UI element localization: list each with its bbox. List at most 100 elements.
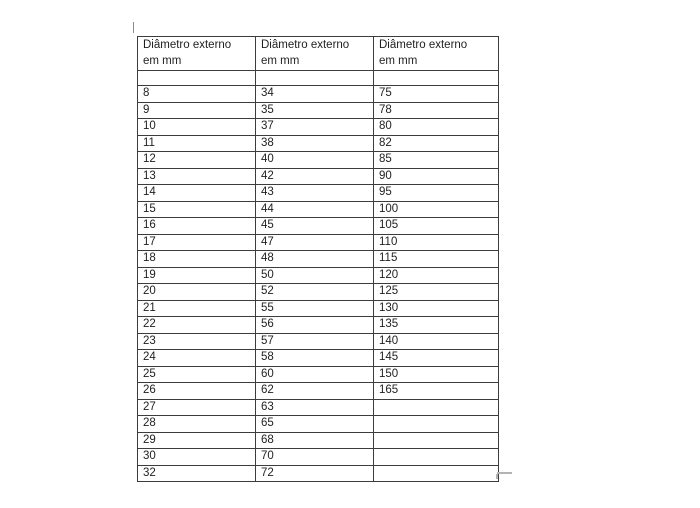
header-cell-3[interactable]: Diâmetro externo em mm (373, 36, 499, 71)
table-cell[interactable]: 37 (255, 118, 374, 136)
table-cell[interactable]: 82 (373, 134, 499, 152)
table-row: 32 72 (137, 464, 499, 482)
table-cell[interactable]: 34 (255, 85, 374, 103)
table-cell[interactable]: 24 (137, 349, 256, 367)
table-cell[interactable]: 21 (137, 299, 256, 317)
table-cell[interactable]: 125 (373, 283, 499, 301)
table-resize-handle[interactable] (497, 472, 512, 474)
table-cell[interactable]: 25 (137, 365, 256, 383)
table-cell[interactable]: 30 (137, 448, 256, 466)
table-cell[interactable]: 57 (255, 332, 374, 350)
table-row: 17 47 110 (137, 233, 499, 251)
table-cell[interactable]: 130 (373, 299, 499, 317)
table-cell[interactable]: 120 (373, 266, 499, 284)
table-cell[interactable]: 60 (255, 365, 374, 383)
table-cell[interactable]: 90 (373, 167, 499, 185)
header-cell-1[interactable]: Diâmetro externo em mm (137, 36, 256, 71)
table-row: 26 62 165 (137, 382, 499, 400)
table-cell[interactable]: 17 (137, 233, 256, 251)
table-cell[interactable]: 20 (137, 283, 256, 301)
table-row: 16 45 105 (137, 217, 499, 235)
table-cell[interactable]: 52 (255, 283, 374, 301)
table-cell[interactable]: 70 (255, 448, 374, 466)
table-row: 27 63 (137, 398, 499, 416)
table-cell[interactable]: 140 (373, 332, 499, 350)
table-cell[interactable]: 135 (373, 316, 499, 334)
table-cell[interactable]: 29 (137, 431, 256, 449)
empty-row (137, 70, 499, 86)
table-cell[interactable] (373, 398, 499, 416)
table-cell[interactable]: 68 (255, 431, 374, 449)
header-line2: em mm (379, 55, 418, 67)
table-cell[interactable]: 22 (137, 316, 256, 334)
table-cell[interactable]: 40 (255, 151, 374, 169)
table-cell[interactable]: 62 (255, 382, 374, 400)
table-cell[interactable]: 11 (137, 134, 256, 152)
header-row: Diâmetro externo em mm Diâmetro externo … (137, 36, 499, 71)
table-cell[interactable] (373, 431, 499, 449)
table-cell[interactable]: 78 (373, 101, 499, 119)
table-cell[interactable]: 32 (137, 464, 256, 482)
table-cell[interactable]: 27 (137, 398, 256, 416)
table-cell[interactable] (373, 448, 499, 466)
table-cell[interactable]: 10 (137, 118, 256, 136)
table-cell[interactable]: 165 (373, 382, 499, 400)
table-cell[interactable]: 55 (255, 299, 374, 317)
table-cell[interactable] (373, 415, 499, 433)
table-cell[interactable]: 14 (137, 184, 256, 202)
table-cell[interactable] (255, 70, 374, 86)
table-cell[interactable]: 110 (373, 233, 499, 251)
table-cell[interactable] (373, 464, 499, 482)
table-cell[interactable]: 100 (373, 200, 499, 218)
table-cell[interactable]: 9 (137, 101, 256, 119)
table-cell[interactable]: 47 (255, 233, 374, 251)
table-cell[interactable]: 72 (255, 464, 374, 482)
table-cell[interactable]: 28 (137, 415, 256, 433)
table-cell[interactable]: 12 (137, 151, 256, 169)
table-row: 19 50 120 (137, 266, 499, 284)
table-cell[interactable]: 16 (137, 217, 256, 235)
table-row: 14 43 95 (137, 184, 499, 202)
table-cell[interactable]: 35 (255, 101, 374, 119)
header-cell-2[interactable]: Diâmetro externo em mm (255, 36, 374, 71)
table-cell[interactable]: 15 (137, 200, 256, 218)
table-cell[interactable]: 85 (373, 151, 499, 169)
table-row: 15 44 100 (137, 200, 499, 218)
header-line1: Diâmetro externo (379, 39, 468, 51)
table-row: 30 70 (137, 448, 499, 466)
table-cell[interactable]: 19 (137, 266, 256, 284)
table-cell[interactable]: 43 (255, 184, 374, 202)
table-cell[interactable]: 56 (255, 316, 374, 334)
table-cell[interactable]: 48 (255, 250, 374, 268)
table-cell[interactable]: 115 (373, 250, 499, 268)
table-cell[interactable]: 58 (255, 349, 374, 367)
header-line1: Diâmetro externo (143, 39, 232, 51)
table-cell[interactable]: 38 (255, 134, 374, 152)
table-cell[interactable]: 145 (373, 349, 499, 367)
table-cell[interactable]: 13 (137, 167, 256, 185)
table-row: 10 37 80 (137, 118, 499, 136)
table-cell[interactable]: 45 (255, 217, 374, 235)
table-cell[interactable]: 23 (137, 332, 256, 350)
table-cell[interactable]: 65 (255, 415, 374, 433)
table-cell[interactable]: 42 (255, 167, 374, 185)
table-cell[interactable]: 80 (373, 118, 499, 136)
table-row: 29 68 (137, 431, 499, 449)
table-cell[interactable]: 150 (373, 365, 499, 383)
table-cell[interactable]: 18 (137, 250, 256, 268)
table-cell[interactable] (373, 70, 499, 86)
header-line2: em mm (261, 55, 300, 67)
table-cell[interactable]: 50 (255, 266, 374, 284)
table-row: 23 57 140 (137, 332, 499, 350)
table-row: 20 52 125 (137, 283, 499, 301)
table-cell[interactable]: 105 (373, 217, 499, 235)
table-cell[interactable]: 26 (137, 382, 256, 400)
table-cell[interactable]: 95 (373, 184, 499, 202)
table-cell[interactable]: 63 (255, 398, 374, 416)
header-line1: Diâmetro externo (261, 39, 350, 51)
table-cell[interactable] (137, 70, 256, 86)
table-cell[interactable]: 44 (255, 200, 374, 218)
table-cell[interactable]: 8 (137, 85, 256, 103)
table-cell[interactable]: 75 (373, 85, 499, 103)
